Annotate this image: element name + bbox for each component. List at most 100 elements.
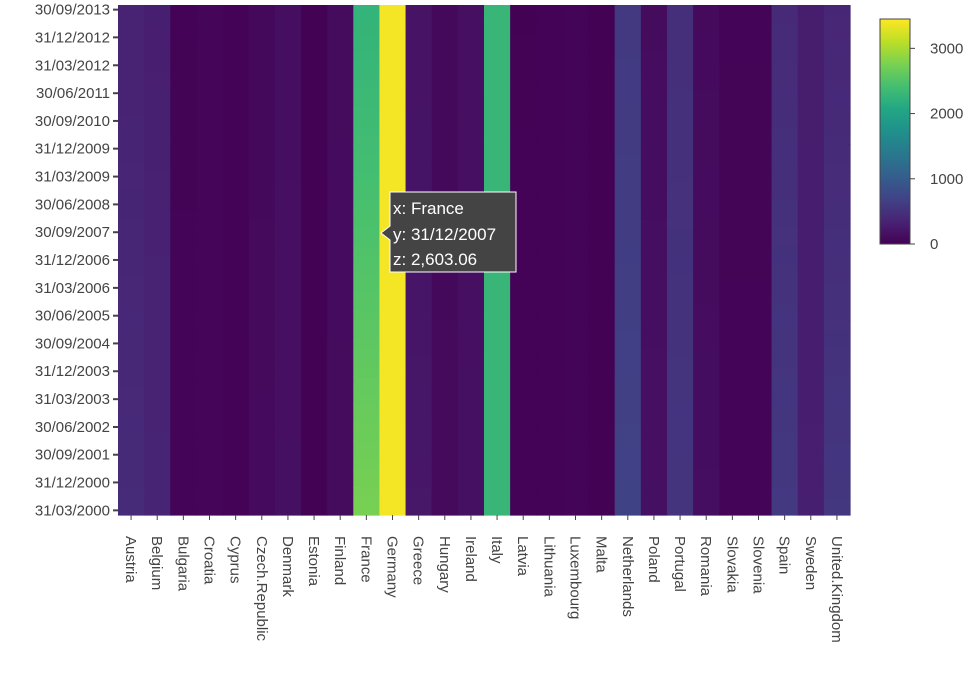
heatmap-cell[interactable]: [719, 505, 747, 516]
heatmap-cell[interactable]: [405, 79, 433, 90]
heatmap-cell[interactable]: [614, 246, 642, 257]
heatmap-cell[interactable]: [823, 190, 851, 201]
heatmap-cell[interactable]: [353, 422, 381, 433]
heatmap-cell[interactable]: [562, 88, 590, 99]
heatmap-cell[interactable]: [614, 5, 642, 15]
heatmap-cell[interactable]: [274, 134, 302, 145]
heatmap-cell[interactable]: [667, 144, 694, 154]
heatmap-cell[interactable]: [170, 116, 198, 127]
heatmap-cell[interactable]: [745, 106, 773, 117]
heatmap-cell[interactable]: [667, 487, 694, 498]
heatmap-cell[interactable]: [196, 42, 224, 52]
heatmap-cell[interactable]: [353, 301, 381, 312]
heatmap-cell[interactable]: [797, 153, 825, 164]
heatmap-cell[interactable]: [144, 134, 171, 145]
heatmap-cell[interactable]: [536, 311, 564, 321]
heatmap-cell[interactable]: [248, 431, 276, 442]
heatmap-cell[interactable]: [170, 394, 198, 405]
heatmap-cell[interactable]: [823, 218, 851, 229]
heatmap-cell[interactable]: [693, 283, 720, 294]
heatmap-cell[interactable]: [640, 329, 668, 340]
heatmap-cell[interactable]: [693, 320, 720, 331]
heatmap-cell[interactable]: [457, 274, 485, 284]
heatmap-cell[interactable]: [248, 329, 276, 340]
heatmap-cell[interactable]: [457, 496, 485, 507]
heatmap-cell[interactable]: [379, 357, 407, 368]
heatmap-cell[interactable]: [431, 487, 459, 498]
heatmap-cell[interactable]: [484, 440, 511, 451]
heatmap-cell[interactable]: [510, 283, 537, 294]
heatmap-cell[interactable]: [484, 431, 511, 442]
heatmap-cell[interactable]: [457, 366, 485, 377]
heatmap-cell[interactable]: [457, 311, 485, 321]
heatmap-cell[interactable]: [614, 311, 642, 321]
heatmap-cell[interactable]: [248, 23, 276, 34]
heatmap-cell[interactable]: [301, 42, 328, 52]
heatmap-cell[interactable]: [745, 255, 773, 266]
heatmap-cell[interactable]: [457, 348, 485, 358]
heatmap-cell[interactable]: [771, 274, 799, 284]
heatmap-cell[interactable]: [222, 413, 250, 423]
heatmap-cell[interactable]: [562, 236, 590, 247]
heatmap-cell[interactable]: [614, 366, 642, 377]
heatmap-cell[interactable]: [274, 23, 302, 34]
heatmap-cell[interactable]: [274, 60, 302, 71]
heatmap-cell[interactable]: [823, 394, 851, 405]
heatmap-cell[interactable]: [457, 385, 485, 396]
heatmap-cell[interactable]: [823, 227, 851, 238]
heatmap-cell[interactable]: [510, 338, 537, 349]
heatmap-cell[interactable]: [640, 468, 668, 479]
heatmap-cell[interactable]: [222, 487, 250, 498]
heatmap-cell[interactable]: [118, 162, 145, 173]
heatmap-cell[interactable]: [327, 246, 354, 257]
heatmap-cell[interactable]: [562, 255, 590, 266]
heatmap-cell[interactable]: [667, 477, 694, 488]
heatmap-cell[interactable]: [640, 403, 668, 414]
heatmap-cell[interactable]: [771, 97, 799, 108]
heatmap-cell[interactable]: [693, 292, 720, 303]
heatmap-cell[interactable]: [797, 320, 825, 331]
heatmap-cell[interactable]: [248, 283, 276, 294]
heatmap-cell[interactable]: [536, 42, 564, 52]
heatmap-cell[interactable]: [248, 255, 276, 266]
heatmap-cell[interactable]: [144, 106, 171, 117]
heatmap-cell[interactable]: [144, 246, 171, 257]
heatmap-cell[interactable]: [379, 403, 407, 414]
heatmap-cell[interactable]: [693, 375, 720, 386]
heatmap-cell[interactable]: [118, 190, 145, 201]
heatmap-cell[interactable]: [405, 431, 433, 442]
heatmap-cell[interactable]: [301, 338, 328, 349]
heatmap-cell[interactable]: [693, 190, 720, 201]
heatmap-cell[interactable]: [327, 134, 354, 145]
heatmap-cell[interactable]: [170, 329, 198, 340]
heatmap-cell[interactable]: [144, 162, 171, 173]
heatmap-cell[interactable]: [693, 116, 720, 127]
heatmap-cell[interactable]: [640, 450, 668, 460]
heatmap-cell[interactable]: [745, 32, 773, 43]
heatmap-cell[interactable]: [118, 199, 145, 210]
heatmap-cell[interactable]: [536, 144, 564, 154]
heatmap-cell[interactable]: [457, 106, 485, 117]
heatmap-cell[interactable]: [693, 171, 720, 182]
heatmap-cell[interactable]: [379, 14, 407, 25]
heatmap-cell[interactable]: [588, 403, 616, 414]
heatmap-cell[interactable]: [379, 51, 407, 62]
heatmap-cell[interactable]: [222, 42, 250, 52]
heatmap-cell[interactable]: [797, 171, 825, 182]
heatmap-cell[interactable]: [353, 181, 381, 191]
heatmap-cell[interactable]: [484, 144, 511, 154]
heatmap-cell[interactable]: [484, 181, 511, 191]
heatmap-cell[interactable]: [301, 97, 328, 108]
heatmap-cell[interactable]: [144, 301, 171, 312]
heatmap-cell[interactable]: [118, 32, 145, 43]
heatmap-cell[interactable]: [484, 477, 511, 488]
heatmap-cell[interactable]: [379, 431, 407, 442]
heatmap-cell[interactable]: [118, 264, 145, 275]
heatmap-cell[interactable]: [614, 375, 642, 386]
heatmap-cell[interactable]: [353, 32, 381, 43]
heatmap-cell[interactable]: [562, 357, 590, 368]
heatmap-cell[interactable]: [536, 14, 564, 25]
heatmap-cell[interactable]: [222, 468, 250, 479]
heatmap-cell[interactable]: [118, 144, 145, 154]
heatmap-cell[interactable]: [614, 450, 642, 460]
